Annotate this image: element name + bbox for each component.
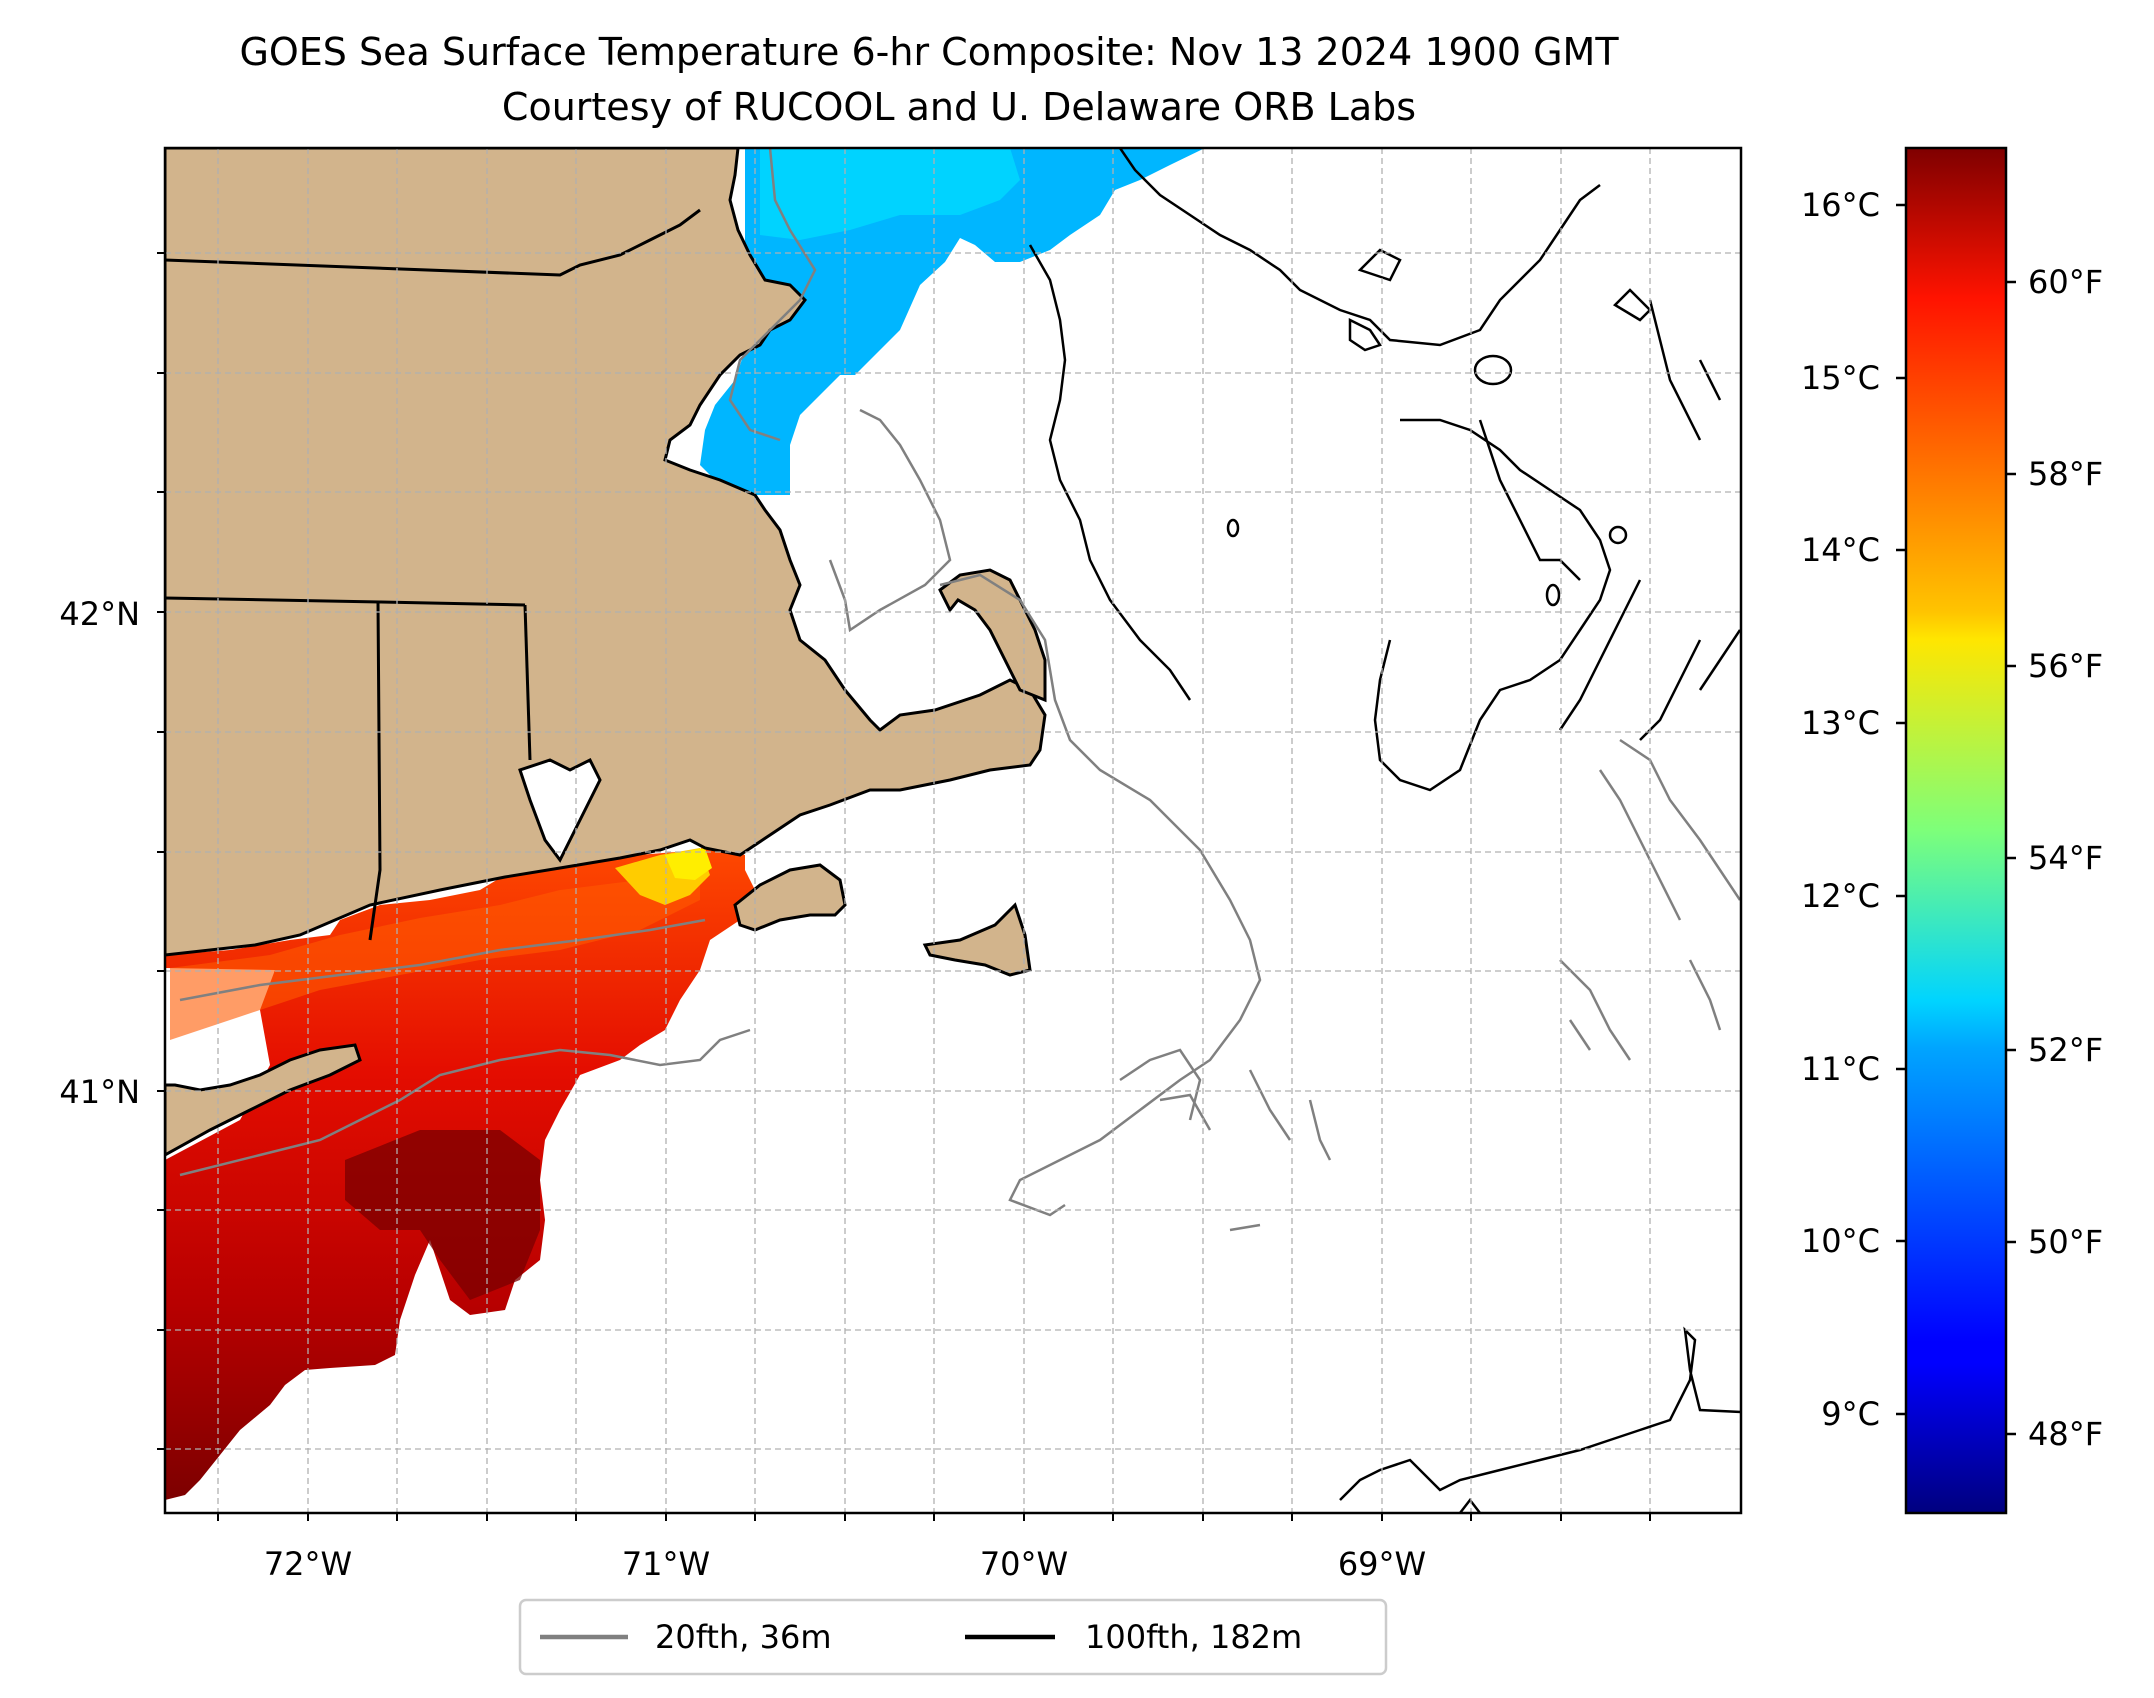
colorbar-c-label-11: 11°C	[1801, 1050, 1880, 1088]
colorbar-f-label-52: 52°F	[2028, 1031, 2103, 1069]
lat-tick-label-42n: 42°N	[59, 595, 140, 633]
colorbar-c-label-9: 9°C	[1821, 1395, 1880, 1433]
legend-label-100fth: 100fth, 182m	[1085, 1618, 1302, 1656]
legend-box	[518, 1598, 1388, 1676]
lon-tick-label-72w: 72°W	[264, 1545, 352, 1583]
land-long-island	[165, 1043, 362, 1157]
sst-warm-orange-band	[170, 860, 700, 1040]
lon-axis: 72°W 71°W 70°W 69°W	[217, 1513, 1651, 1583]
narragansett-bay	[518, 757, 602, 863]
sst-yellow-bright	[665, 848, 712, 880]
lat-minor-ticks	[157, 252, 165, 1450]
colorbar-f-label-56: 56°F	[2028, 647, 2103, 685]
colorbar-f-label-48: 48°F	[2028, 1415, 2103, 1453]
lon-minor-ticks	[217, 1513, 1651, 1521]
isobath-100fth	[1028, 148, 1741, 1513]
lat-axis: 42°N 41°N	[59, 252, 165, 1450]
state-border-ma-north	[165, 208, 701, 277]
colorbar-f-label-54: 54°F	[2028, 839, 2103, 877]
lon-tick-label-69w: 69°W	[1338, 1545, 1426, 1583]
colorbar-c-label-13: 13°C	[1801, 704, 1880, 742]
lat-tick-label-41n: 41°N	[59, 1073, 140, 1111]
lon-tick-label-71w: 71°W	[622, 1545, 710, 1583]
map-panel	[165, 148, 1741, 1513]
legend-label-20fth: 20fth, 36m	[655, 1618, 831, 1656]
land-nantucket	[922, 902, 1032, 977]
colorbar-fahrenheit-ticks	[2006, 280, 2016, 1436]
colorbar-f-label-58: 58°F	[2028, 455, 2103, 493]
title-line-2: Courtesy of RUCOOL and U. Delaware ORB L…	[502, 85, 1416, 129]
title-line-1: GOES Sea Surface Temperature 6-hr Compos…	[239, 30, 1619, 74]
colorbar-c-label-14: 14°C	[1801, 531, 1880, 569]
colorbar-c-label-10: 10°C	[1801, 1222, 1880, 1260]
colorbar-f-label-60: 60°F	[2028, 263, 2103, 301]
colorbar-celsius-ticks	[1896, 203, 1906, 1416]
land-cape-cod-hook	[938, 568, 1047, 703]
map-frame	[163, 146, 1743, 1515]
state-border-ri-ma	[523, 604, 532, 761]
colorbar-c-label-12: 12°C	[1801, 877, 1880, 915]
colorbar-c-label-15: 15°C	[1801, 359, 1880, 397]
colorbar-gradient	[1904, 146, 2008, 1515]
colorbar-c-label-16: 16°C	[1801, 186, 1880, 224]
lon-tick-label-70w: 70°W	[980, 1545, 1068, 1583]
sst-warm-dark-core	[345, 1130, 540, 1300]
state-border-ct-ri	[368, 601, 382, 941]
state-border-ma-south	[165, 596, 526, 607]
legend: 20fth, 36m 100fth, 182m	[518, 1598, 1388, 1676]
colorbar-f-label-50: 50°F	[2028, 1223, 2103, 1261]
land-new-england	[165, 148, 1047, 957]
sst-cold-patch-bright	[760, 148, 1020, 240]
colorbar: 16°C 15°C 14°C 13°C 12°C 11°C 10°C 9°C 6…	[1801, 146, 2103, 1515]
land-marthas-vineyard	[733, 863, 847, 932]
gridlines	[165, 148, 1741, 1513]
